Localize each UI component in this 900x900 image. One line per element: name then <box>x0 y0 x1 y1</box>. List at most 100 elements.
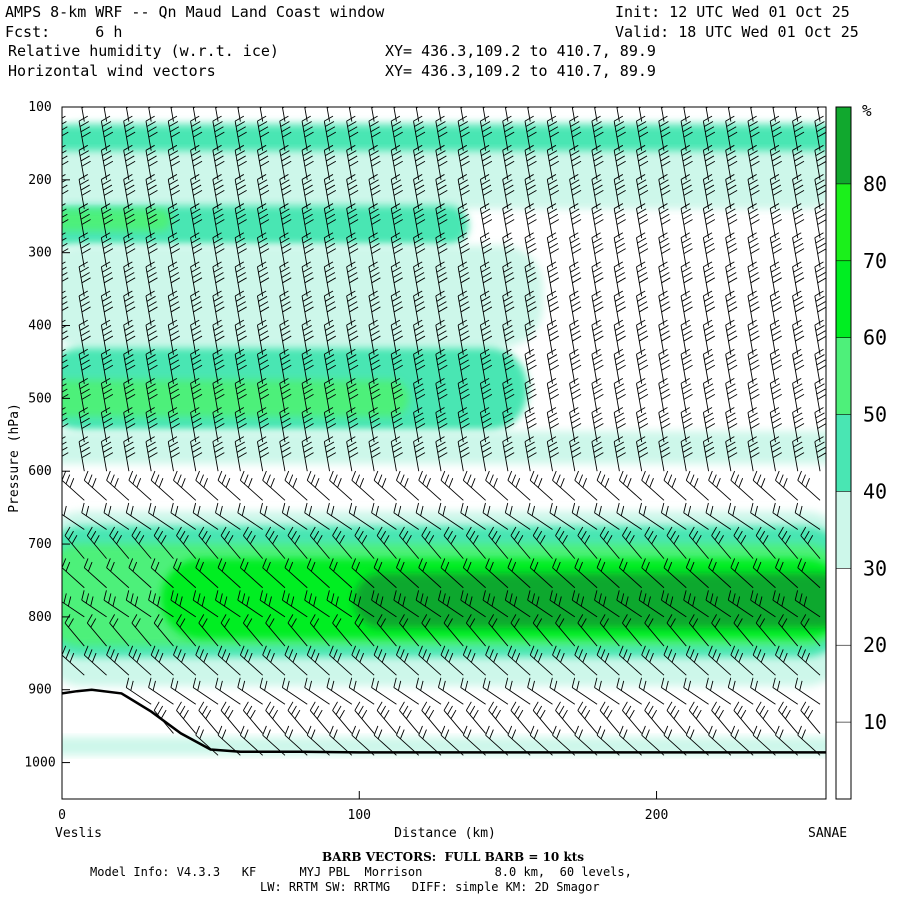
barb-flag <box>615 417 625 424</box>
barb-flag <box>459 301 469 308</box>
barb-flag <box>220 526 227 536</box>
barb-flag <box>748 295 758 302</box>
barb-flag <box>749 446 759 453</box>
barb-flag <box>659 87 668 92</box>
barb-flag <box>793 354 803 360</box>
barb-flag <box>613 436 624 443</box>
barb-flag <box>797 725 802 736</box>
wind-barb <box>125 677 152 705</box>
barb-flag <box>176 701 182 711</box>
barb-shaft <box>237 687 263 705</box>
barb-flag <box>124 87 133 92</box>
barb-flag <box>81 502 85 513</box>
barb-flag <box>526 330 536 337</box>
wind-barb <box>555 701 576 734</box>
barb-flag <box>304 452 314 459</box>
barb-flag <box>46 596 48 606</box>
barb-flag <box>102 295 112 302</box>
barb-flag <box>71 535 78 545</box>
barb-flag <box>146 325 156 331</box>
barb-flag <box>361 709 368 719</box>
barb-flag <box>714 596 718 607</box>
barb-flag <box>78 348 88 355</box>
barb-shaft <box>304 687 330 705</box>
y-tick-label: 300 <box>28 246 51 261</box>
wind-barb <box>167 203 180 239</box>
wind-barb <box>769 407 782 443</box>
wind-barb <box>217 558 241 589</box>
barb-flag <box>794 301 804 308</box>
barb-flag <box>748 354 758 360</box>
barb-flag <box>525 354 535 360</box>
barb-shaft <box>438 687 464 705</box>
barb-flag <box>192 184 202 191</box>
barb-flag <box>310 474 316 485</box>
barb-flag <box>704 266 714 273</box>
barb-flag <box>416 160 426 167</box>
barb-flag <box>772 189 782 196</box>
wind-barb <box>752 558 776 589</box>
wind-barb <box>368 144 381 180</box>
wind-barb <box>569 144 582 180</box>
barb-flag <box>193 277 203 284</box>
barb-flag <box>705 417 715 424</box>
barb-shaft <box>663 479 687 501</box>
wind-barb <box>814 348 826 384</box>
wind-barb <box>440 470 464 501</box>
barb-flag <box>170 98 179 103</box>
barb-flag <box>281 359 291 366</box>
wind-barb <box>527 502 553 530</box>
wind-barb <box>658 174 671 210</box>
barb-flag <box>628 709 635 719</box>
barb-flag <box>279 436 289 443</box>
barb-flag <box>346 115 356 122</box>
wind-barb <box>747 290 760 326</box>
barb-flag <box>638 98 647 103</box>
barb-flag <box>615 446 625 453</box>
barb-flag <box>375 505 379 516</box>
barb-flag <box>658 115 668 122</box>
barb-shaft <box>148 107 152 122</box>
wind-barb <box>708 470 732 501</box>
barb-flag <box>775 645 780 656</box>
wind-barb <box>769 144 782 180</box>
barb-flag <box>370 126 380 133</box>
barb-flag <box>593 213 603 220</box>
barb-flag <box>169 242 180 249</box>
barb-flag <box>799 593 803 604</box>
barb-flag <box>616 189 626 196</box>
terrain-line <box>62 688 826 754</box>
barb-flag <box>547 144 557 151</box>
colorbar-bin <box>836 568 851 799</box>
barb-flag <box>281 590 286 601</box>
barb-flag <box>215 393 225 400</box>
barb-flag <box>302 266 312 273</box>
barb-flag <box>335 596 339 607</box>
wind-barb <box>323 203 337 239</box>
barb-flag <box>695 709 702 719</box>
barb-flag <box>62 131 69 137</box>
barb-flag <box>548 412 558 419</box>
barb-flag <box>592 179 602 186</box>
barb-flag <box>772 502 776 513</box>
barb-flag <box>727 446 737 453</box>
barb-flag <box>279 348 289 355</box>
wind-barb <box>618 558 642 589</box>
barb-flag <box>170 452 180 459</box>
barb-flag <box>485 558 490 568</box>
barb-flag <box>170 335 180 342</box>
wind-barb <box>792 203 805 239</box>
barb-flag <box>771 330 782 337</box>
barb-flag <box>193 248 203 255</box>
barb-flag <box>234 144 245 151</box>
barb-flag <box>705 189 716 196</box>
barb-flag <box>415 184 425 191</box>
wind-barb <box>797 470 821 501</box>
barb-flag <box>527 590 531 601</box>
barb-flag <box>281 502 286 513</box>
wind-barb <box>636 378 649 414</box>
barb-flag <box>727 213 737 220</box>
barb-flag <box>193 364 203 371</box>
barb-flag <box>705 335 716 342</box>
barb-flag <box>526 388 536 395</box>
